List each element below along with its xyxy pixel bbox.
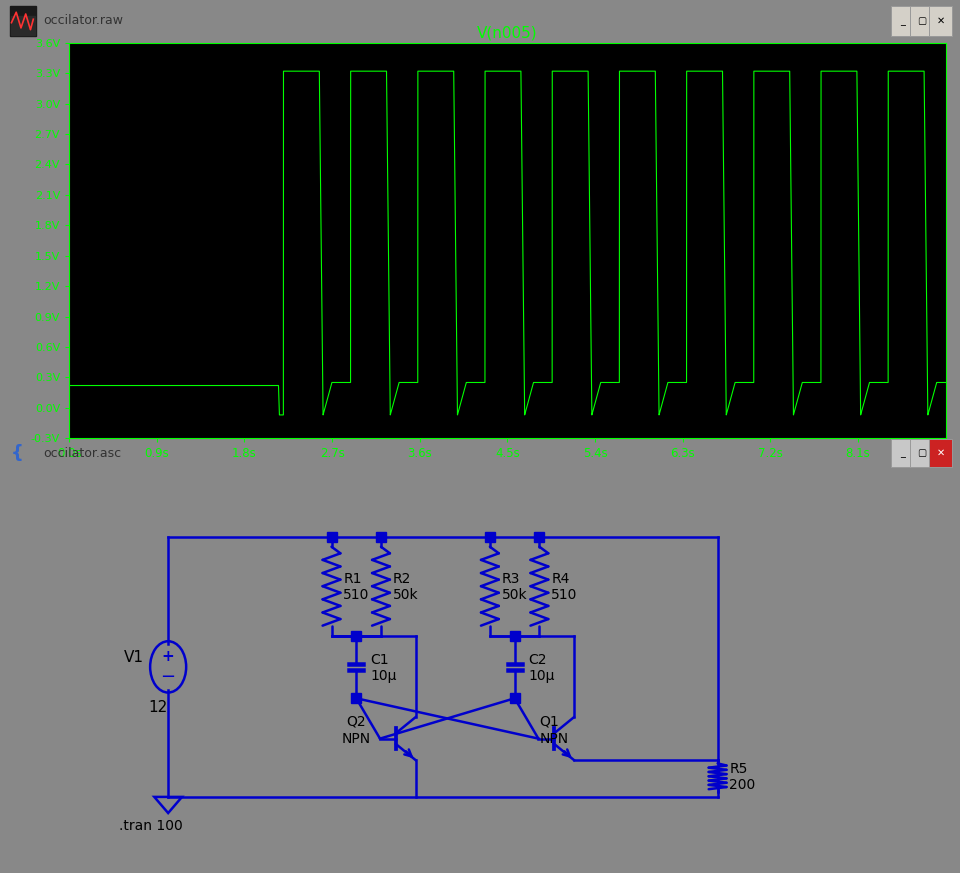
Text: _: _ xyxy=(900,448,905,458)
Text: occilator.asc: occilator.asc xyxy=(43,447,121,459)
Text: 10μ: 10μ xyxy=(371,669,396,683)
Text: R4: R4 xyxy=(551,572,569,586)
Text: ▢: ▢ xyxy=(918,16,926,26)
Text: 10μ: 10μ xyxy=(529,669,555,683)
Bar xyxy=(909,6,933,36)
Text: R2: R2 xyxy=(393,572,411,586)
Text: NPN: NPN xyxy=(342,732,371,746)
Bar xyxy=(11,16,36,35)
Text: {: { xyxy=(11,444,24,462)
Text: −: − xyxy=(160,669,176,686)
Bar xyxy=(909,439,933,467)
Text: .tran 100: .tran 100 xyxy=(119,819,182,833)
Text: 200: 200 xyxy=(730,778,756,792)
Text: 510: 510 xyxy=(344,588,370,602)
Text: Q1: Q1 xyxy=(540,714,559,728)
Text: Q2: Q2 xyxy=(347,714,366,728)
Text: 50k: 50k xyxy=(393,588,419,602)
Bar xyxy=(891,439,914,467)
Text: V1: V1 xyxy=(124,650,143,665)
Text: C2: C2 xyxy=(529,653,547,667)
Text: NPN: NPN xyxy=(540,732,568,746)
Text: 50k: 50k xyxy=(502,588,527,602)
Text: R3: R3 xyxy=(502,572,520,586)
Text: 510: 510 xyxy=(551,588,578,602)
Text: R1: R1 xyxy=(344,572,362,586)
Text: ▢: ▢ xyxy=(918,448,926,458)
Text: C1: C1 xyxy=(371,653,389,667)
Title: V(n005): V(n005) xyxy=(477,25,538,40)
Text: occilator.raw: occilator.raw xyxy=(43,15,123,27)
Bar xyxy=(928,439,952,467)
Text: +: + xyxy=(162,649,175,663)
Bar xyxy=(10,6,36,36)
Text: ✕: ✕ xyxy=(937,448,945,458)
Bar xyxy=(928,6,952,36)
Text: ✕: ✕ xyxy=(937,16,945,26)
Bar xyxy=(891,6,914,36)
Text: R5: R5 xyxy=(730,762,748,776)
Text: _: _ xyxy=(900,16,905,26)
Text: 12: 12 xyxy=(149,700,168,715)
